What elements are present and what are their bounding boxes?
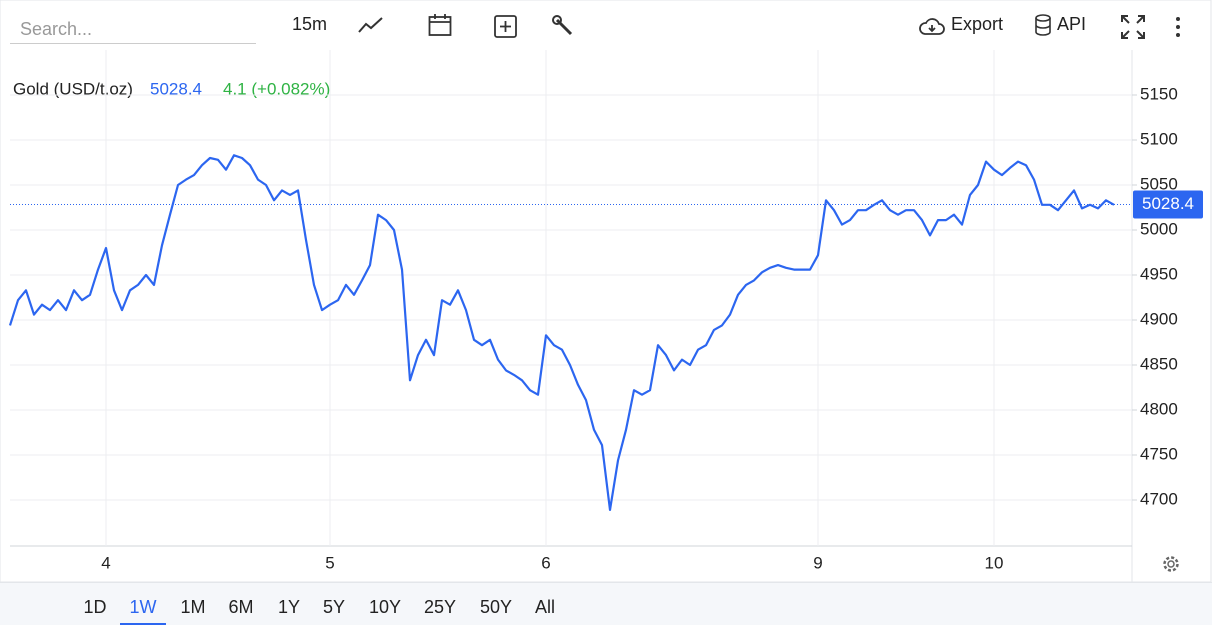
y-tick-label: 5100: [1140, 129, 1178, 148]
y-tick-label: 4800: [1140, 399, 1178, 418]
range-button[interactable]: 50Y: [479, 597, 513, 617]
fullscreen-icon[interactable]: [1121, 15, 1145, 39]
toolbar: Search... 15m Export API: [0, 0, 1212, 50]
export-button[interactable]: Export: [951, 14, 1004, 34]
y-tick-label: 4700: [1140, 489, 1178, 508]
api-icon[interactable]: [1034, 14, 1052, 36]
x-tick-label: 10: [985, 553, 1004, 572]
chart: Gold (USD/t.oz) 5028.4 4.1 (+0.082%) 470…: [0, 0, 1212, 582]
range-bar: 1D 1W 1M 6M 1Y 5Y 10Y 25Y 50Y All: [0, 582, 1212, 625]
range-button[interactable]: 25Y: [423, 597, 457, 617]
calendar-icon[interactable]: [428, 13, 452, 37]
y-tick-label: 5050: [1140, 174, 1178, 193]
menu-icon[interactable]: [1174, 16, 1182, 38]
y-tick-label: 5000: [1140, 219, 1178, 238]
x-tick-label: 5: [325, 553, 334, 572]
compare-icon[interactable]: [494, 15, 517, 38]
range-button[interactable]: All: [534, 597, 555, 617]
x-tick-label: 6: [541, 553, 550, 572]
y-tick-label: 4950: [1140, 264, 1178, 283]
range-button[interactable]: 6M: [228, 597, 254, 617]
chart-title: Gold (USD/t.oz): [13, 79, 133, 98]
y-tick-label: 4750: [1140, 444, 1178, 463]
range-button[interactable]: 1Y: [277, 597, 301, 617]
y-tick-label: 5150: [1140, 84, 1178, 103]
export-icon[interactable]: [918, 15, 946, 37]
last-price-label: 5028.4: [1142, 194, 1194, 213]
y-tick-label: 4850: [1140, 354, 1178, 373]
y-tick-label: 4900: [1140, 309, 1178, 328]
chart-type-icon[interactable]: [358, 16, 384, 34]
x-tick-label: 4: [101, 553, 110, 572]
range-button[interactable]: 10Y: [368, 597, 402, 617]
tools-icon[interactable]: [552, 15, 574, 37]
range-button[interactable]: 1W: [120, 583, 166, 625]
range-button[interactable]: 1M: [180, 597, 206, 617]
last-price-tag: [1133, 190, 1203, 219]
range-button[interactable]: 5Y: [322, 597, 346, 617]
search-input[interactable]: Search...: [10, 10, 256, 44]
header-price: 5028.4: [150, 79, 202, 98]
interval-button[interactable]: 15m: [292, 14, 328, 34]
x-tick-label: 9: [813, 553, 822, 572]
price-line: [8, 154, 1115, 511]
frame: [0, 0, 1212, 582]
api-button[interactable]: API: [1057, 14, 1087, 34]
range-button[interactable]: 1D: [83, 597, 107, 617]
settings-icon[interactable]: [1163, 556, 1179, 572]
header-change: 4.1 (+0.082%): [223, 79, 330, 98]
